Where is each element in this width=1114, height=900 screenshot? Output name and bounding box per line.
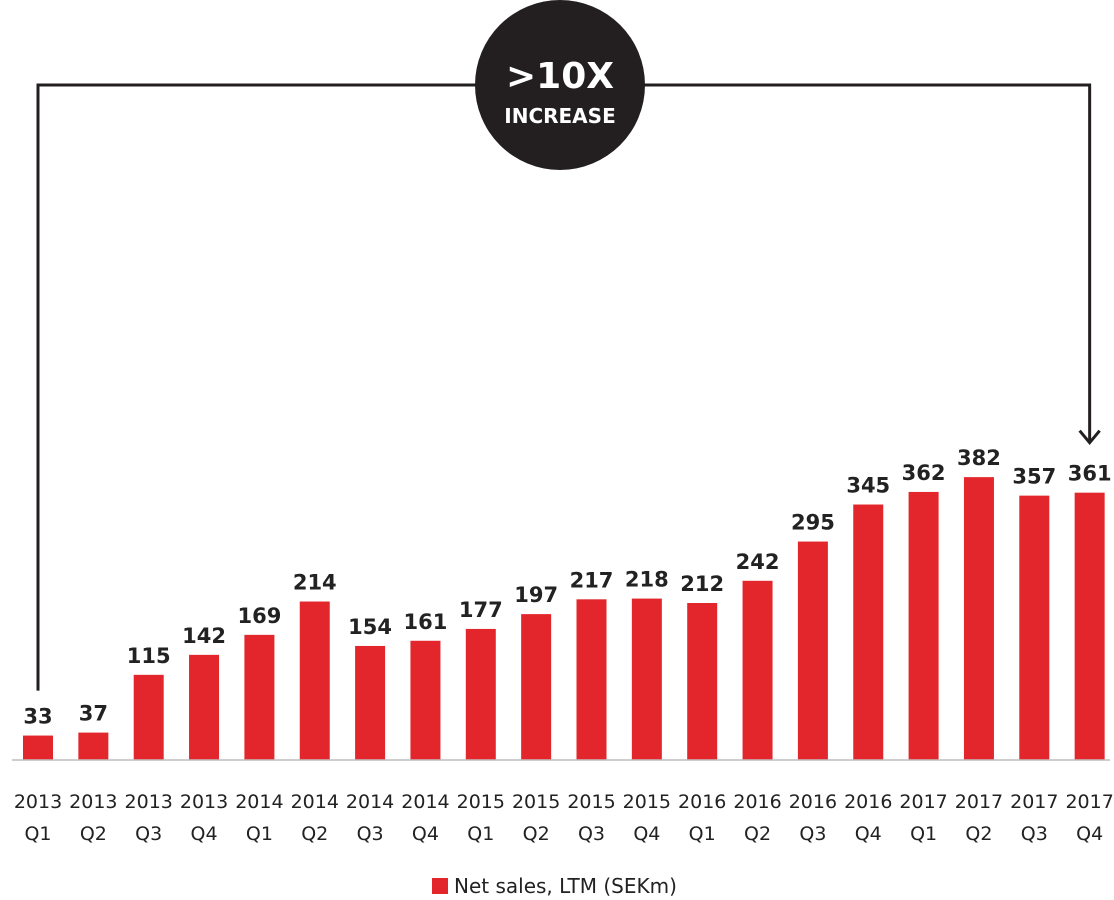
value-label: 142 xyxy=(182,624,226,648)
x-tick-quarter: Q1 xyxy=(24,823,51,845)
x-tick-quarter: Q3 xyxy=(1021,823,1048,845)
value-label: 345 xyxy=(846,474,890,498)
value-label: 177 xyxy=(459,598,503,622)
x-tick-quarter: Q2 xyxy=(744,823,771,845)
legend-label: Net sales, LTM (SEKm) xyxy=(454,874,677,898)
bar-2013-q4 xyxy=(189,654,220,760)
bar-2016-q3 xyxy=(797,541,828,760)
x-tick-quarter: Q2 xyxy=(80,823,107,845)
value-label: 37 xyxy=(79,702,108,726)
x-tick-quarter: Q1 xyxy=(246,823,273,845)
x-tick-quarter: Q4 xyxy=(191,823,218,845)
bar-2017-q3 xyxy=(1019,495,1050,760)
x-tick-quarter: Q4 xyxy=(633,823,660,845)
increase-annotation: >10X INCREASE xyxy=(36,0,1101,691)
value-label: 242 xyxy=(736,550,780,574)
bar-2013-q2 xyxy=(78,732,109,760)
bars-group xyxy=(23,477,1105,760)
x-tick-quarter: Q3 xyxy=(578,823,605,845)
bar-2013-q3 xyxy=(133,674,164,760)
value-label: 361 xyxy=(1068,462,1112,486)
legend-swatch xyxy=(432,878,448,894)
x-tick-year: 2015 xyxy=(567,791,615,813)
callout-line2: INCREASE xyxy=(504,104,615,128)
x-tick-quarter: Q4 xyxy=(1076,823,1103,845)
value-label: 169 xyxy=(237,604,281,628)
x-tick-quarter: Q3 xyxy=(357,823,384,845)
value-label: 217 xyxy=(570,568,614,592)
bar-2015-q1 xyxy=(465,628,496,760)
bar-2015-q3 xyxy=(576,599,607,760)
x-tick-year: 2015 xyxy=(512,791,560,813)
callout-line1: >10X xyxy=(506,56,614,97)
x-tick-quarter: Q4 xyxy=(412,823,439,845)
value-label: 382 xyxy=(957,446,1001,470)
value-label: 218 xyxy=(625,568,669,592)
bar-2017-q1 xyxy=(908,491,939,760)
value-label: 357 xyxy=(1012,465,1056,489)
bar-2015-q2 xyxy=(521,614,552,760)
value-label: 33 xyxy=(23,705,52,729)
bar-2016-q1 xyxy=(687,603,718,760)
x-tick-year: 2014 xyxy=(291,791,339,813)
x-tick-year: 2013 xyxy=(125,791,173,813)
x-tick-quarter: Q1 xyxy=(467,823,494,845)
x-tick-quarter: Q2 xyxy=(523,823,550,845)
callout-circle xyxy=(475,0,645,170)
x-tick-quarter: Q3 xyxy=(799,823,826,845)
x-tick-year: 2013 xyxy=(180,791,228,813)
value-label: 154 xyxy=(348,615,392,639)
value-labels-group: 33 37 115 142 169 214 154 161 177 197 217 218 212 242… xyxy=(23,446,1111,728)
bar-2017-q2 xyxy=(963,477,994,760)
x-tick-quarter: Q3 xyxy=(135,823,162,845)
value-label: 161 xyxy=(404,610,448,634)
x-tick-year: 2013 xyxy=(69,791,117,813)
value-label: 362 xyxy=(902,461,946,485)
x-tick-year: 2014 xyxy=(235,791,283,813)
x-tick-year: 2015 xyxy=(457,791,505,813)
bar-2016-q4 xyxy=(853,504,884,760)
x-tick-year: 2016 xyxy=(678,791,726,813)
x-tick-year: 2017 xyxy=(1010,791,1058,813)
x-tick-year: 2016 xyxy=(789,791,837,813)
x-tick-labels-group: 2013 Q1 2013 Q2 2013 Q3 2013 Q4 2014 Q1 2014 Q2 2014… xyxy=(14,791,1114,845)
value-label: 115 xyxy=(127,644,171,668)
bar-2014-q3 xyxy=(355,645,386,760)
x-tick-quarter: Q1 xyxy=(689,823,716,845)
bar-2014-q4 xyxy=(410,640,441,760)
value-label: 214 xyxy=(293,571,337,595)
x-tick-year: 2013 xyxy=(14,791,62,813)
x-tick-year: 2014 xyxy=(401,791,449,813)
bar-2014-q1 xyxy=(244,634,275,760)
bar-2017-q4 xyxy=(1074,492,1105,760)
x-tick-year: 2015 xyxy=(623,791,671,813)
legend: Net sales, LTM (SEKm) xyxy=(432,874,677,898)
bar-2014-q2 xyxy=(299,601,330,760)
bar-2015-q4 xyxy=(631,598,662,760)
value-label: 197 xyxy=(514,583,558,607)
x-tick-year: 2017 xyxy=(899,791,947,813)
x-tick-year: 2016 xyxy=(733,791,781,813)
x-tick-quarter: Q4 xyxy=(855,823,882,845)
x-tick-year: 2017 xyxy=(955,791,1003,813)
value-label: 295 xyxy=(791,511,835,535)
x-tick-year: 2016 xyxy=(844,791,892,813)
bar-2016-q2 xyxy=(742,580,773,760)
value-label: 212 xyxy=(680,572,724,596)
bar-2013-q1 xyxy=(23,735,53,760)
annotation-arrow-icon xyxy=(1078,429,1101,446)
x-tick-quarter: Q1 xyxy=(910,823,937,845)
x-tick-quarter: Q2 xyxy=(965,823,992,845)
x-tick-year: 2017 xyxy=(1065,791,1113,813)
x-tick-quarter: Q2 xyxy=(301,823,328,845)
x-tick-year: 2014 xyxy=(346,791,394,813)
